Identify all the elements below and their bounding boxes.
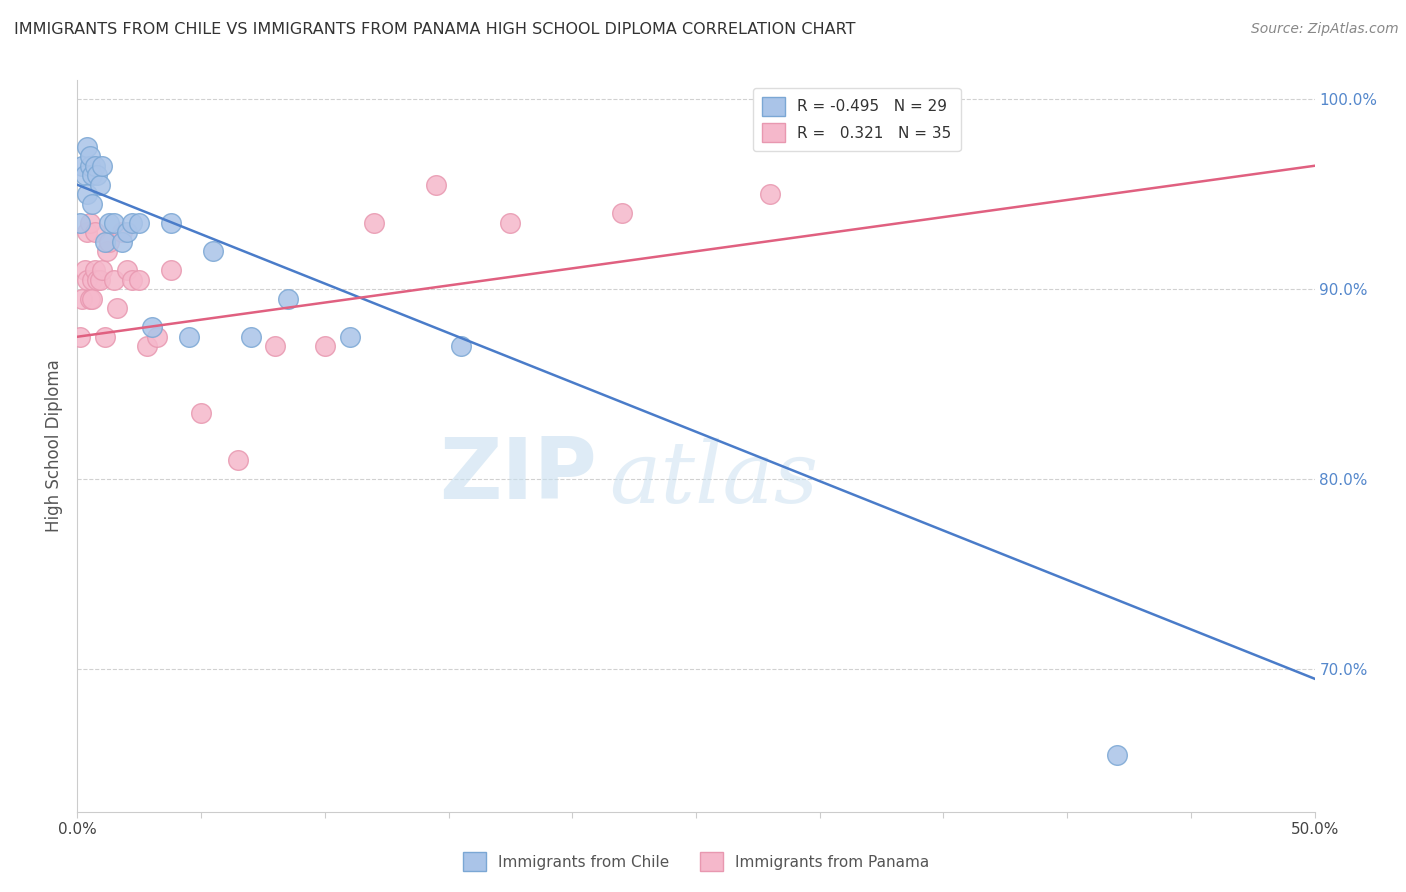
Point bbox=[121, 216, 143, 230]
Point bbox=[82, 273, 104, 287]
Point bbox=[1105, 747, 1128, 762]
Point bbox=[98, 216, 121, 230]
Point bbox=[82, 196, 104, 211]
Point bbox=[115, 263, 138, 277]
Text: ZIP: ZIP bbox=[439, 434, 598, 516]
Text: IMMIGRANTS FROM CHILE VS IMMIGRANTS FROM PANAMA HIGH SCHOOL DIPLOMA CORRELATION : IMMIGRANTS FROM CHILE VS IMMIGRANTS FROM… bbox=[14, 22, 856, 37]
Point bbox=[86, 273, 108, 287]
Point bbox=[239, 330, 262, 344]
Point bbox=[79, 292, 101, 306]
Point bbox=[91, 159, 114, 173]
Point bbox=[610, 206, 633, 220]
Text: Source: ZipAtlas.com: Source: ZipAtlas.com bbox=[1251, 22, 1399, 37]
Point bbox=[86, 168, 108, 182]
Point bbox=[190, 406, 212, 420]
Point bbox=[83, 159, 105, 173]
Point bbox=[69, 216, 91, 230]
Point bbox=[759, 187, 782, 202]
Point bbox=[76, 225, 98, 239]
Point bbox=[226, 453, 249, 467]
Point bbox=[128, 216, 150, 230]
Point bbox=[93, 235, 115, 249]
Point bbox=[499, 216, 522, 230]
Point bbox=[111, 235, 134, 249]
Point bbox=[76, 140, 98, 154]
Point bbox=[76, 273, 98, 287]
Point bbox=[160, 216, 183, 230]
Point bbox=[121, 273, 143, 287]
Point bbox=[89, 178, 111, 192]
Point bbox=[82, 168, 104, 182]
Point bbox=[72, 159, 94, 173]
Point bbox=[103, 273, 125, 287]
Point bbox=[89, 273, 111, 287]
Point bbox=[72, 292, 94, 306]
Text: atlas: atlas bbox=[609, 438, 818, 520]
Point bbox=[93, 330, 115, 344]
Point bbox=[73, 168, 96, 182]
Point bbox=[202, 244, 225, 259]
Point bbox=[141, 320, 163, 334]
Point bbox=[145, 330, 167, 344]
Point bbox=[264, 339, 287, 353]
Point bbox=[79, 159, 101, 173]
Point bbox=[128, 273, 150, 287]
Point bbox=[83, 225, 105, 239]
Point bbox=[160, 263, 183, 277]
Point bbox=[115, 225, 138, 239]
Point bbox=[425, 178, 447, 192]
Point bbox=[339, 330, 361, 344]
Point bbox=[83, 263, 105, 277]
Point bbox=[314, 339, 336, 353]
Point bbox=[177, 330, 200, 344]
Point bbox=[363, 216, 385, 230]
Point bbox=[73, 263, 96, 277]
Point bbox=[98, 235, 121, 249]
Point bbox=[105, 301, 128, 316]
Point bbox=[135, 339, 157, 353]
Point bbox=[111, 225, 134, 239]
Point bbox=[76, 187, 98, 202]
Point bbox=[96, 244, 118, 259]
Point bbox=[79, 216, 101, 230]
Point bbox=[277, 292, 299, 306]
Point bbox=[79, 149, 101, 163]
Point bbox=[69, 330, 91, 344]
Y-axis label: High School Diploma: High School Diploma bbox=[45, 359, 63, 533]
Point bbox=[103, 216, 125, 230]
Legend: Immigrants from Chile, Immigrants from Panama: Immigrants from Chile, Immigrants from P… bbox=[457, 847, 935, 877]
Point bbox=[91, 263, 114, 277]
Point bbox=[82, 292, 104, 306]
Point bbox=[450, 339, 472, 353]
